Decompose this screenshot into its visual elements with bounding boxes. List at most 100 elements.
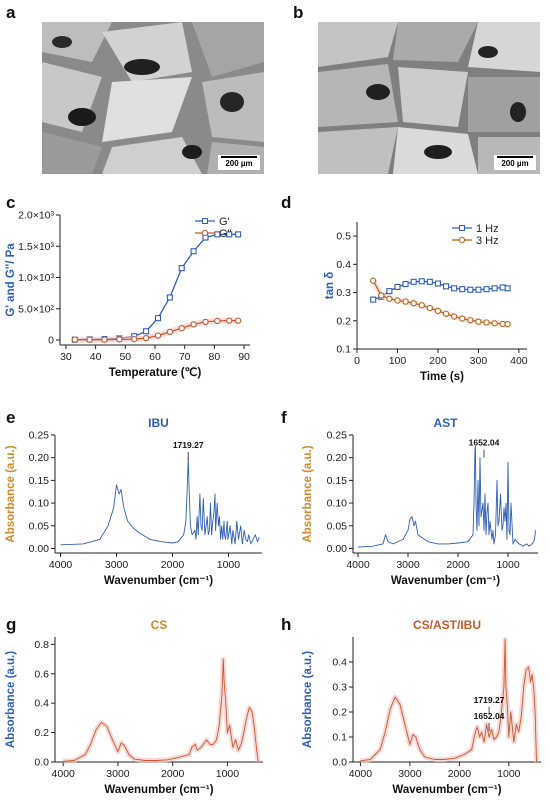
y-tick-label-e-2: 0.10 [29, 498, 50, 510]
data-point-d-0-3 [394, 283, 401, 290]
x-tick-label-e-2: 2000 [161, 559, 185, 571]
data-point-c-1-10 [202, 318, 209, 326]
data-point-d-0-2 [386, 288, 393, 295]
data-point-d-0-12 [467, 286, 474, 293]
y-tick-label-d-2: 0.3 [336, 287, 351, 299]
data-point-d-0-4 [402, 281, 409, 288]
y-tick-label-d-0: 0.1 [336, 344, 351, 356]
data-point-d-1-8 [434, 307, 442, 315]
x-tick-label-c-3: 60 [149, 351, 161, 363]
data-point-d-1-9 [442, 310, 450, 317]
x-tick-label-g-2: 2000 [161, 768, 185, 780]
legend-label-d-0: 1 Hz [476, 223, 499, 235]
legend-marker-c-0 [202, 218, 208, 224]
data-point-c-0-11 [214, 231, 221, 238]
x-tick-label-d-3: 300 [470, 355, 488, 367]
y-tick-label-e-1: 0.05 [29, 520, 50, 532]
y-axis-label-d: tan δ [324, 272, 336, 299]
chart-title-f: AST [434, 416, 459, 430]
series-line-h-0 [360, 639, 537, 763]
data-point-d-1-6 [418, 302, 425, 309]
data-point-c-1-3 [116, 336, 123, 343]
x-tick-label-f-0: 4000 [346, 559, 370, 571]
x-tick-label-d-0: 0 [354, 355, 360, 367]
y-tick-label-g-2: 0.4 [34, 698, 49, 710]
data-point-d-1-1 [378, 292, 385, 299]
x-tick-label-e-3: 1000 [217, 559, 241, 571]
x-tick-label-f-2: 2000 [446, 559, 470, 571]
x-tick-label-e-0: 4000 [49, 559, 73, 571]
y-tick-label-e-5: 0.25 [29, 430, 50, 442]
x-axis-label-g: Wavenumber (cm⁻¹) [104, 784, 213, 796]
data-point-d-1-3 [394, 297, 401, 304]
x-axis-label-f: Wavenumber (cm⁻¹) [391, 575, 500, 587]
x-axis-label-e: Wavenumber (cm⁻¹) [104, 575, 213, 587]
x-axis-label-d: Time (s) [420, 371, 464, 383]
data-point-c-1-0 [71, 336, 78, 343]
data-point-c-0-5 [143, 328, 150, 335]
x-tick-label-e-1: 3000 [105, 559, 129, 571]
y-tick-label-d-4: 0.5 [336, 231, 351, 243]
chart-d: d 0 100 200 300 400 0.1 0.2 0.3 0.4 0.5 Time (s) tan… [281, 193, 528, 383]
data-point-d-0-5 [410, 278, 417, 285]
series-line-f-0 [357, 445, 536, 548]
data-point-c-1-5 [142, 334, 150, 342]
x-tick-label-h-0: 4000 [349, 768, 373, 780]
y-tick-label-c-2: 1.0×10³ [18, 272, 54, 284]
legend-marker-d-1 [458, 236, 466, 244]
y-tick-label-g-4: 0.8 [34, 639, 49, 651]
data-point-c-1-6 [154, 332, 162, 339]
y-tick-label-h-3: 0.3 [332, 682, 347, 694]
data-point-c-0-6 [154, 315, 162, 322]
y-axis-label-c: G' and G''/ Pa [5, 243, 17, 317]
y-tick-label-c-3: 1.5×10³ [18, 241, 54, 253]
x-tick-label-c-0: 30 [60, 351, 72, 363]
data-point-c-1-9 [190, 321, 197, 328]
series-glow-g-0 [63, 656, 261, 764]
legend-label-d-1: 3 Hz [476, 235, 499, 247]
y-tick-label-h-0: 0.0 [332, 757, 347, 769]
chart-e: e IBU 4000 3000 2000 1000 0.00 0.05 0.10 0.15 0.20… [5, 408, 262, 587]
data-point-d-0-9 [442, 283, 450, 290]
panel-label-g: g [6, 615, 16, 634]
data-point-c-1-2 [101, 336, 108, 343]
y-axis-label-e: Absorbance (a.u.) [5, 445, 17, 542]
series-line-e-0 [60, 457, 260, 546]
y-tick-label-d-1: 0.2 [336, 315, 351, 327]
x-axis-label-c: Temperature (℃) [109, 366, 202, 379]
scale-bar-label-b: 200 µm [501, 159, 529, 168]
data-point-c-1-7 [166, 328, 173, 336]
x-tick-label-g-1: 3000 [106, 768, 130, 780]
scale-bar-a: 200 µm [218, 155, 260, 170]
legend-label-c-0: G' [219, 216, 230, 228]
y-tick-label-f-5: 0.25 [327, 430, 348, 442]
data-point-c-1-12 [226, 317, 233, 324]
x-tick-label-c-6: 90 [238, 351, 250, 363]
data-point-d-1-14 [483, 319, 490, 326]
y-tick-label-f-3: 0.15 [327, 475, 348, 487]
data-point-c-0-8 [178, 265, 185, 272]
x-axis-label-h: Wavenumber (cm⁻¹) [392, 784, 501, 796]
chart-title-e: IBU [148, 416, 169, 430]
x-tick-label-f-1: 3000 [396, 559, 420, 571]
y-tick-label-f-1: 0.05 [327, 520, 348, 532]
annotation-f-0: 1652.04 [469, 438, 500, 448]
data-point-d-1-11 [459, 315, 466, 322]
data-point-d-0-8 [434, 280, 442, 287]
data-point-d-1-5 [410, 300, 417, 307]
x-tick-label-c-1: 40 [90, 351, 102, 363]
x-tick-label-h-1: 3000 [398, 768, 422, 780]
x-tick-label-g-3: 1000 [216, 768, 240, 780]
sem-image-b: 200 µm [318, 22, 540, 174]
data-point-c-1-4 [131, 335, 138, 343]
chart-h: h CS/AST/IBU 4000 3000 2000 1000 0.0 0.1 0.2 0.3 0… [281, 615, 541, 796]
y-tick-label-f-0: 0.00 [327, 543, 348, 555]
data-point-c-0-12 [226, 231, 233, 238]
x-tick-label-d-2: 200 [429, 355, 447, 367]
chart-g: g CS 4000 3000 2000 1000 0.0 0.2 0.4 0.6 0.8 Wavenu… [5, 615, 263, 796]
annotation-e-0: 1719.27 [173, 440, 204, 450]
y-tick-label-c-4: 2.0×10³ [18, 210, 54, 222]
annotation-h-1: 1652.04 [474, 711, 505, 721]
y-tick-label-d-3: 0.4 [336, 259, 351, 271]
y-tick-label-g-3: 0.6 [34, 668, 49, 680]
